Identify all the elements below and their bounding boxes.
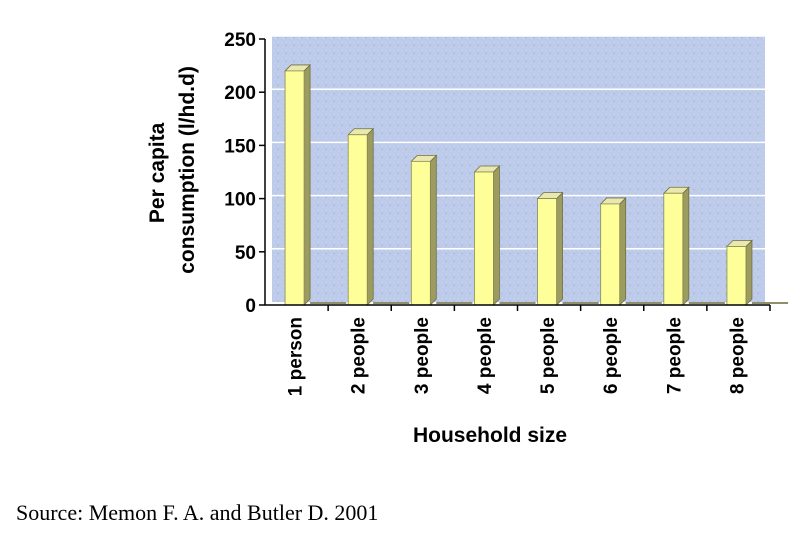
bar <box>473 165 536 306</box>
x-tick-label: 3 people <box>412 317 433 394</box>
y-axis-title-line-2: consumption (l/hd.d) <box>176 66 199 274</box>
bar-side <box>303 63 311 306</box>
bar-side <box>493 165 500 306</box>
bar-side <box>366 127 374 306</box>
bar <box>284 63 347 306</box>
bar-side <box>619 196 627 306</box>
y-tick-label: 250 <box>224 30 256 51</box>
y-tick-label: 150 <box>224 136 256 157</box>
bar-face <box>537 198 557 306</box>
x-tick-label: 2 people <box>349 317 370 394</box>
y-axis-ticks: 0 50 100 150 200 250 <box>224 30 265 317</box>
bar <box>662 186 725 306</box>
x-tick-label: 8 people <box>727 317 748 394</box>
y-tick-label: 50 <box>235 243 256 264</box>
bar-face <box>474 171 494 306</box>
bar-face <box>600 203 621 306</box>
x-tick-label: 5 people <box>538 317 559 394</box>
bar-face <box>347 134 368 306</box>
bars <box>284 63 789 306</box>
bar-side <box>556 191 563 306</box>
bar <box>725 239 789 306</box>
y-tick-label: 100 <box>224 190 256 211</box>
y-tick-label: 200 <box>224 83 256 104</box>
plot-area <box>272 36 765 302</box>
bar-side <box>682 186 690 306</box>
x-tick-label: 1 person <box>286 317 307 396</box>
bar-face <box>410 160 431 306</box>
bar-side <box>429 154 437 306</box>
bar <box>599 196 662 306</box>
bar <box>347 127 410 306</box>
x-axis-title: Household size <box>413 424 567 447</box>
bar-side <box>745 239 753 306</box>
y-tick-label: 0 <box>245 296 256 317</box>
bar-face <box>663 192 684 306</box>
y-axis-title: Per capita consumption (l/hd.d) <box>146 66 199 274</box>
bar <box>410 154 473 306</box>
y-axis-title-line-1: Per capita <box>146 122 169 223</box>
bar-face <box>284 70 305 306</box>
x-tick-label: 7 people <box>664 317 685 394</box>
x-axis-ticks: 1 person 2 people 3 people 4 people 5 people… <box>286 305 771 396</box>
x-tick-label: 6 people <box>601 317 622 394</box>
x-tick-label: 4 people <box>475 317 496 394</box>
bar-face <box>726 246 747 306</box>
source-note: Source: Memon F. A. and Butler D. 2001 <box>16 500 379 525</box>
